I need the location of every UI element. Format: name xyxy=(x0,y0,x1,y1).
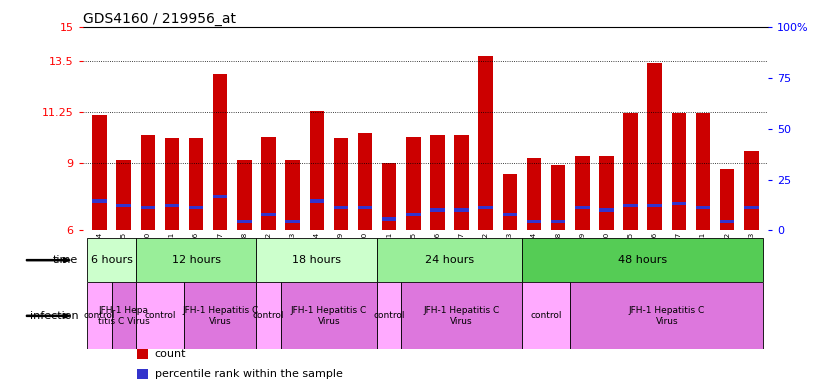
Text: 48 hours: 48 hours xyxy=(618,255,667,265)
Bar xyxy=(454,209,469,212)
Text: JFH-1 Hepa
titis C Virus: JFH-1 Hepa titis C Virus xyxy=(97,306,150,326)
Text: 6 hours: 6 hours xyxy=(91,255,132,265)
Text: JFH-1 Hepatitis C
Virus: JFH-1 Hepatitis C Virus xyxy=(424,306,500,326)
Bar xyxy=(695,206,710,210)
Bar xyxy=(382,162,396,230)
Bar xyxy=(334,138,348,230)
Bar xyxy=(135,282,184,349)
Bar xyxy=(430,209,444,212)
Bar xyxy=(189,138,203,230)
Text: count: count xyxy=(154,349,186,359)
Bar xyxy=(88,238,135,282)
Bar xyxy=(720,220,734,223)
Bar xyxy=(503,174,517,230)
Bar xyxy=(648,63,662,230)
Bar xyxy=(310,111,324,230)
Bar xyxy=(744,206,758,210)
Text: control: control xyxy=(373,311,405,320)
Bar xyxy=(310,199,324,203)
Bar xyxy=(575,156,590,230)
Bar xyxy=(454,136,469,230)
Bar xyxy=(527,220,541,223)
Bar xyxy=(551,165,566,230)
Bar xyxy=(261,137,276,230)
Bar xyxy=(406,213,420,216)
Bar xyxy=(237,220,252,223)
Bar xyxy=(624,113,638,230)
Text: control: control xyxy=(144,311,176,320)
Bar xyxy=(478,56,493,230)
Bar xyxy=(358,133,373,230)
Bar xyxy=(695,113,710,230)
Bar xyxy=(256,238,377,282)
Bar xyxy=(570,282,763,349)
Text: 24 hours: 24 hours xyxy=(425,255,474,265)
Bar xyxy=(744,151,758,230)
Bar xyxy=(377,238,522,282)
Text: control: control xyxy=(83,311,116,320)
Text: JFH-1 Hepatitis C
Virus: JFH-1 Hepatitis C Virus xyxy=(182,306,259,326)
Bar xyxy=(334,206,348,210)
Text: 18 hours: 18 hours xyxy=(292,255,341,265)
Bar xyxy=(527,158,541,230)
Bar xyxy=(377,282,401,349)
Bar xyxy=(261,213,276,216)
Text: 12 hours: 12 hours xyxy=(172,255,221,265)
Bar xyxy=(116,204,131,207)
Bar xyxy=(237,160,252,230)
Bar xyxy=(137,349,148,359)
Bar xyxy=(648,204,662,207)
Bar xyxy=(551,220,566,223)
Bar xyxy=(720,169,734,230)
Bar xyxy=(285,220,300,223)
Bar xyxy=(189,206,203,210)
Bar xyxy=(213,74,227,230)
Bar xyxy=(430,136,444,230)
Bar xyxy=(522,238,763,282)
Bar xyxy=(93,199,107,203)
Bar xyxy=(140,136,155,230)
Bar xyxy=(88,282,112,349)
Bar xyxy=(135,238,256,282)
Text: JFH-1 Hepatitis C
Virus: JFH-1 Hepatitis C Virus xyxy=(629,306,705,326)
Text: time: time xyxy=(53,255,78,265)
Bar xyxy=(140,206,155,210)
Bar xyxy=(382,217,396,221)
Bar xyxy=(401,282,522,349)
Bar xyxy=(575,206,590,210)
Bar xyxy=(522,282,570,349)
Bar xyxy=(358,206,373,210)
Bar xyxy=(281,282,377,349)
Bar xyxy=(137,369,148,379)
Bar xyxy=(503,213,517,216)
Bar xyxy=(213,195,227,198)
Bar xyxy=(256,282,281,349)
Bar xyxy=(624,204,638,207)
Bar xyxy=(406,137,420,230)
Text: GDS4160 / 219956_at: GDS4160 / 219956_at xyxy=(83,12,235,26)
Bar xyxy=(93,115,107,230)
Text: control: control xyxy=(530,311,562,320)
Bar xyxy=(116,160,131,230)
Text: JFH-1 Hepatitis C
Virus: JFH-1 Hepatitis C Virus xyxy=(291,306,367,326)
Bar xyxy=(672,202,686,205)
Bar xyxy=(478,206,493,210)
Text: control: control xyxy=(253,311,284,320)
Bar xyxy=(112,282,135,349)
Bar xyxy=(285,160,300,230)
Bar xyxy=(164,204,179,207)
Text: infection: infection xyxy=(30,311,78,321)
Text: percentile rank within the sample: percentile rank within the sample xyxy=(154,369,343,379)
Bar xyxy=(599,156,614,230)
Bar xyxy=(184,282,256,349)
Bar xyxy=(672,113,686,230)
Bar xyxy=(164,138,179,230)
Bar xyxy=(599,209,614,212)
